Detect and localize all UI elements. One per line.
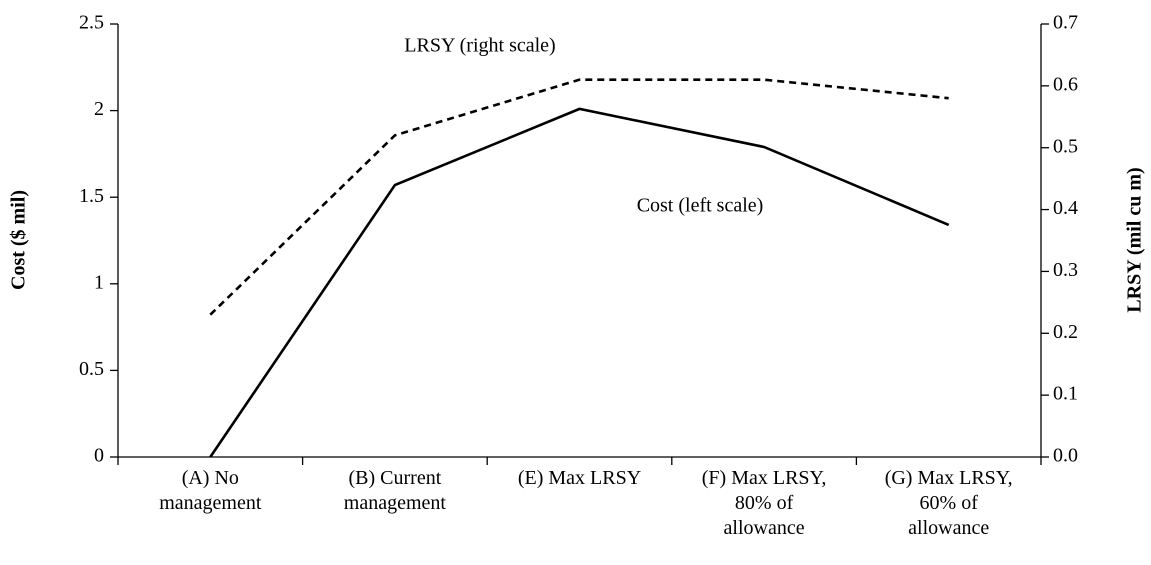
x-tick-label-line: (B) Current [349,467,442,489]
x-tick-label-line: (E) Max LRSY [518,467,641,489]
series-line [209,78,949,316]
x-tick-label-line: allowance [908,517,989,539]
y-tick-label: 1 [94,271,104,293]
y2-tick-label: 0.6 [1053,73,1078,95]
y2-tick-label: 0.7 [1053,12,1078,34]
series-label: LRSY (right scale) [404,35,555,57]
x-tick-label-line: (G) Max LRSY, [885,467,1013,489]
x-tick-label-line: (F) Max LRSY, [702,467,827,489]
x-tick-label-line: management [159,492,262,514]
y2-tick-label: 0.0 [1053,445,1078,467]
x-tick-label: (G) Max LRSY, 60% of allowance [885,467,1013,539]
x-tick-label: (F) Max LRSY, 80% of allowance [702,467,827,539]
x-tick-label: (A) No management [159,467,262,514]
y-tick-label: 1.5 [79,185,104,207]
x-tick-label-line: management [344,492,447,514]
series-label: Cost (left scale) [637,195,764,217]
x-tick-label-line: allowance [724,517,805,539]
x-tick-label-line: 60% of [920,492,979,514]
y2-tick-label: 0.4 [1053,197,1078,219]
y-tick-label: 0.5 [79,358,104,380]
y-tick-label: 2.5 [79,12,104,34]
x-tick-label-line: (A) No [182,467,239,489]
y2-tick-label: 0.5 [1053,135,1078,157]
y2-tick-label: 0.3 [1053,259,1078,281]
y2-axis-title: LRSY (mil cu m) [1124,167,1146,312]
y-tick-label: 2 [94,98,104,120]
y2-tick-label: 0.2 [1053,321,1078,343]
y2-tick-label: 0.1 [1053,383,1078,405]
series-line [209,107,950,458]
y-tick-label: 0 [94,445,104,467]
x-tick-label-line: 80% of [735,492,794,514]
x-tick-label: (B) Current management [344,467,447,514]
y-axis-title: Cost ($ mil) [8,190,30,290]
x-tick-label: (E) Max LRSY [518,467,641,489]
